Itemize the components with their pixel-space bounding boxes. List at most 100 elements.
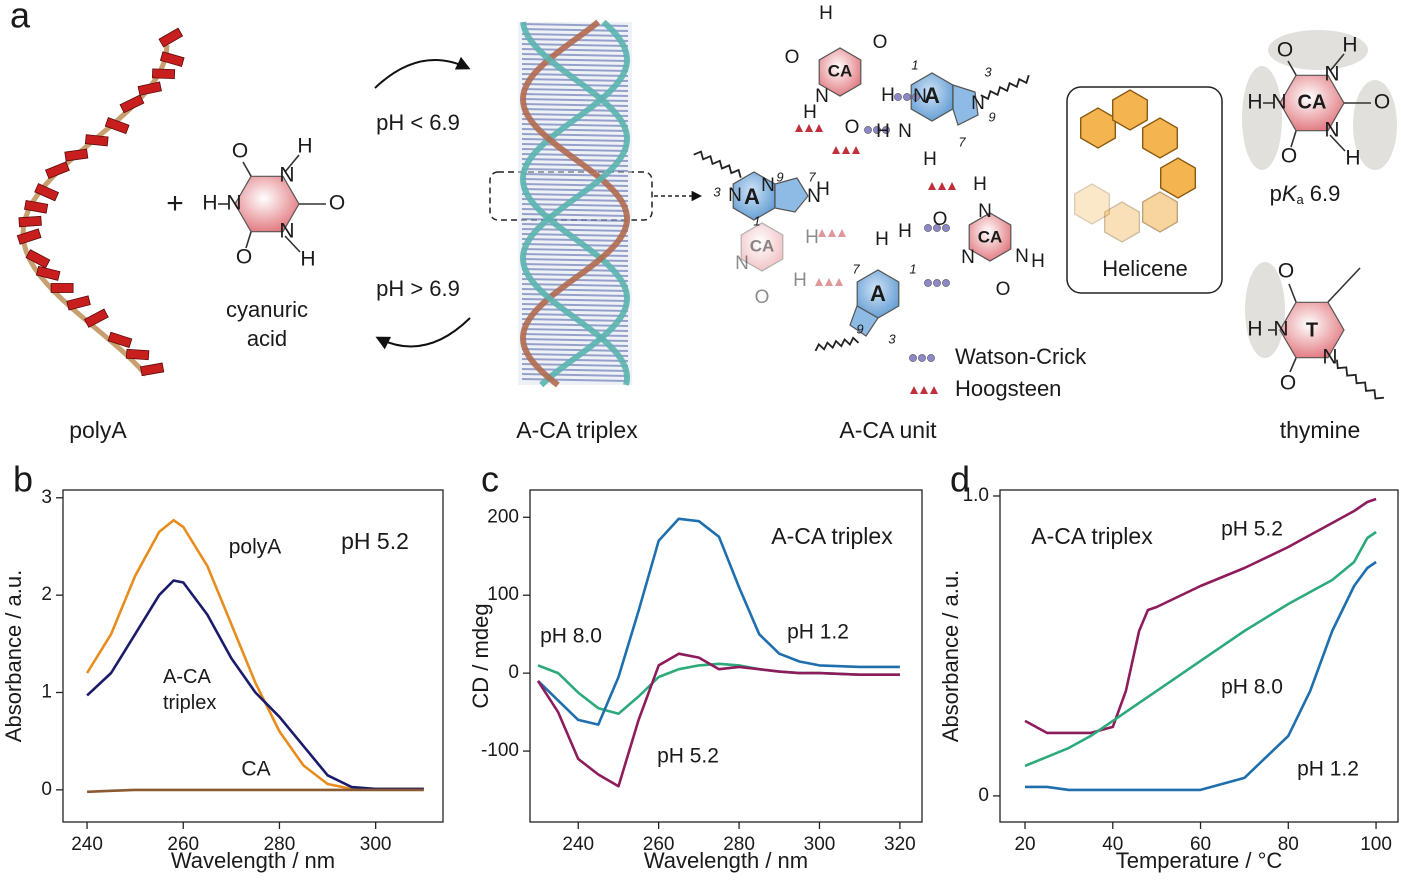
x-tick-label: 80: [1278, 834, 1299, 855]
base-stack: [521, 253, 629, 257]
hoogsteen-bond: [828, 229, 836, 237]
base: [140, 362, 165, 377]
base-stack: [521, 93, 629, 97]
atom: N: [1271, 91, 1286, 114]
base-stack: [521, 138, 629, 142]
atom: H: [898, 221, 912, 242]
atom: H: [202, 192, 217, 215]
hoogsteen-bond: [920, 386, 928, 394]
atom: N: [226, 192, 241, 215]
legend-label: Hoogsteen: [955, 376, 1061, 401]
watson-crick-bond: [873, 126, 881, 134]
hoogsteen-bond: [805, 124, 813, 132]
atom: 1: [911, 57, 918, 72]
atom: N: [898, 121, 912, 142]
atom: O: [996, 279, 1011, 300]
atom: N: [961, 247, 975, 268]
hoogsteen-bond: [948, 182, 956, 190]
atom: 7: [808, 169, 816, 184]
atom: 1: [909, 261, 916, 276]
base: [16, 228, 42, 245]
x-tick-label: 260: [643, 834, 675, 855]
atom: H: [793, 270, 807, 291]
helicene-label: Helicene: [1102, 256, 1188, 281]
helicene-ring: [1141, 191, 1179, 233]
base-stack: [521, 83, 629, 87]
atom: 7: [958, 134, 966, 149]
ring: [1279, 301, 1345, 359]
ring: [849, 305, 879, 337]
helicene-box: [1066, 86, 1223, 294]
bond: [1329, 134, 1346, 152]
atom: H: [816, 179, 830, 200]
series-label: CA: [241, 758, 270, 781]
linker: [814, 336, 860, 352]
series-label: pH 5.2: [657, 745, 719, 768]
atom: O: [236, 246, 252, 269]
base-stack: [521, 33, 629, 37]
base: [137, 81, 162, 96]
ring: [968, 212, 1012, 262]
atom: O: [1280, 372, 1296, 395]
hoogsteen-bond: [815, 278, 823, 286]
base: [104, 117, 130, 135]
x-axis-label: Temperature / °C: [1116, 848, 1283, 873]
hoogsteen-bond: [835, 278, 843, 286]
x-tick-label: 100: [1360, 834, 1392, 855]
base-stack: [521, 373, 629, 377]
x-tick-label: 240: [562, 834, 594, 855]
bond: [1287, 60, 1297, 76]
panel-label: c: [481, 459, 499, 500]
atom: N: [279, 164, 294, 187]
y-tick-label: 2: [41, 584, 52, 605]
base-stack: [521, 163, 629, 167]
bond: [1288, 283, 1297, 303]
watson-crick-bond: [924, 279, 932, 287]
watson-crick-bond: [924, 224, 932, 232]
forward-arrow: [374, 56, 471, 89]
atom: O: [1374, 91, 1390, 114]
data-line: [1025, 560, 1377, 792]
watson-crick-bond: [942, 224, 950, 232]
x-tick-label: 280: [723, 834, 755, 855]
atom: H: [1247, 91, 1262, 114]
base: [84, 134, 109, 147]
x-tick-label: 20: [1014, 834, 1035, 855]
linker: [980, 74, 1030, 101]
base-stack: [521, 283, 629, 287]
pka-part: a: [1297, 192, 1305, 207]
base-stack: [521, 218, 629, 222]
base-stack: [521, 173, 629, 177]
atom: O: [232, 140, 248, 163]
base: [107, 331, 133, 349]
data-line: [537, 662, 900, 715]
base: [66, 295, 91, 311]
pka: pKa 6.9: [1270, 181, 1341, 208]
annotation: pH 5.2: [341, 528, 409, 554]
helicene-ring: [1103, 201, 1141, 243]
ring: [1279, 74, 1345, 132]
pka-part: p: [1270, 181, 1282, 206]
base-stack: [521, 73, 629, 77]
atom: N: [728, 185, 742, 206]
base-stack: [521, 58, 629, 62]
base-stack: [521, 293, 629, 297]
base-stack: [521, 378, 629, 382]
helicene-ring: [1073, 183, 1111, 225]
bond: [1327, 267, 1361, 303]
atom: O: [933, 209, 948, 230]
base-stack: [521, 233, 629, 237]
atom: N: [1324, 119, 1339, 142]
atom: N: [1015, 246, 1029, 267]
bond: [1290, 130, 1297, 148]
y-tick-label: -100: [481, 740, 519, 761]
panel-label: d: [950, 459, 970, 500]
watson-crick-bond: [894, 93, 902, 101]
atom: 3: [713, 184, 721, 199]
y-axis-label: Absorbance / a.u.: [1, 570, 26, 742]
base: [34, 183, 60, 202]
atom: H: [876, 121, 890, 142]
ring-label: CA: [1298, 91, 1327, 113]
y-tick-label: 1.0: [963, 485, 989, 506]
